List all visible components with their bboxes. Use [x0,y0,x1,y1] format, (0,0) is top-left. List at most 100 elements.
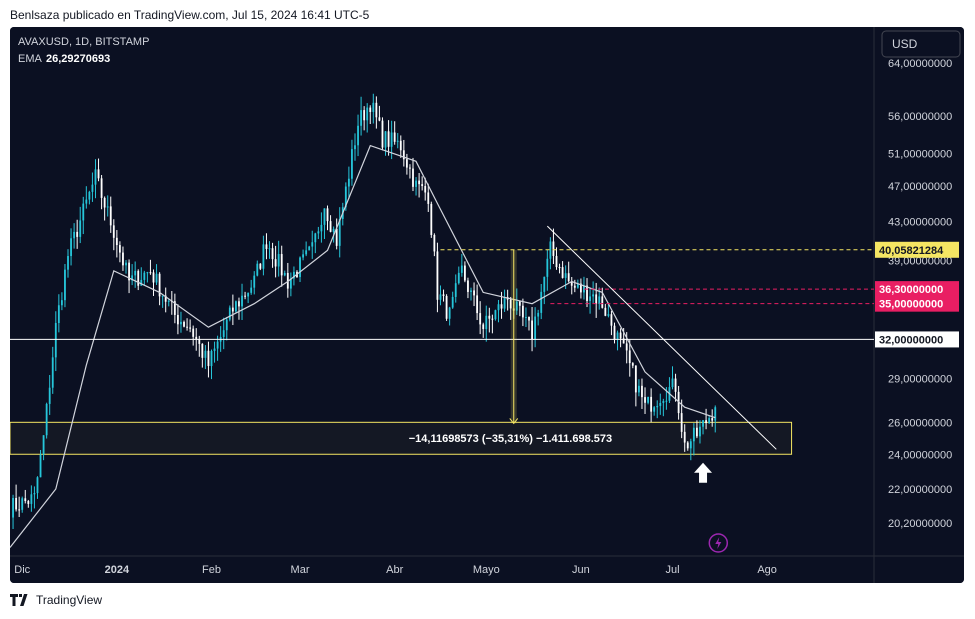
candle-body [638,385,640,393]
candle-body [228,307,231,320]
candle-body [699,426,701,437]
x-tick-label: 2024 [105,564,130,576]
downtrend-line[interactable] [546,225,777,450]
candle-body [326,208,329,222]
candle-body [436,251,439,300]
currency-button[interactable]: USD [881,30,961,58]
candle-body [485,315,488,330]
candle-body [494,310,497,320]
candle-body [415,180,417,187]
time-axis[interactable]: Dic 2024 Feb Mar Abr Mayo Jun Jul Ago [14,564,777,576]
price-label-32-bg [875,331,959,348]
candle-body [247,292,250,297]
candle-body [613,325,616,340]
candle-body [33,493,36,495]
candle-body [705,420,708,424]
candle-body [381,120,384,148]
candle-body [696,427,698,437]
candle-body [109,206,112,226]
x-tick-label: Jun [572,564,590,576]
candle-body [579,283,582,293]
candle-body [231,307,234,312]
candle-body [518,301,521,306]
candle-body [405,159,408,168]
candle-body [686,442,689,449]
candle-body [567,273,570,282]
candle-body [369,107,372,112]
lightning-icon[interactable] [715,537,722,549]
candle-body [625,343,628,351]
price-label-dashed-1-bg [875,281,959,298]
candle-body [91,184,94,192]
candle-body [473,290,475,296]
candle-body [372,102,375,112]
support-zone-layer [10,421,793,455]
candle-body [500,304,503,309]
price-label-dashed-0-bg [875,241,959,258]
candle-body [622,338,625,344]
candle-body [289,278,292,289]
candle-body [314,233,317,243]
candle-body [100,178,103,198]
candle-body [158,273,161,297]
footer: TradingView [10,593,102,607]
price-label-32: 32,00000000 [879,334,943,346]
x-tick-label: Ago [757,564,777,576]
candle-body [521,305,524,318]
candle-body [702,420,704,427]
price-chart[interactable]: −14,11698573 (−35,31%) −1.411.698.573 AV… [10,27,964,583]
y-tick-label: 43,00000000 [888,217,952,229]
candle-body [280,254,283,276]
ema-line [10,144,716,548]
candle-body [347,178,350,187]
candle-body [210,350,213,367]
candle-body [488,315,491,319]
candle-body [558,267,561,269]
candle-body [323,208,326,225]
chart-frame[interactable]: −14,11698573 (−35,31%) −1.411.698.573 AV… [10,27,964,583]
candle-body [503,297,506,309]
candle-body [125,262,127,266]
candle-body [198,339,201,344]
y-tick-label: 56,00000000 [888,111,952,123]
candle-body [399,140,402,151]
candle-body [308,246,311,251]
y-tick-label: 22,00000000 [888,484,952,496]
support-zone [10,421,793,455]
candle-body [671,378,674,388]
candle-body [51,357,54,388]
candle-body [265,244,268,249]
candle-body [146,272,149,274]
price-label-dashed-2-bg [875,295,959,312]
candle-body [561,267,564,278]
candle-body [195,336,198,340]
candle-body [338,218,341,246]
candle-body [134,270,137,276]
candle-body [592,294,595,297]
candle-body [45,403,48,436]
candle-body [711,418,714,421]
lightning-icon-circle[interactable] [708,533,729,553]
candle-body [534,316,537,340]
candle-body [607,314,610,316]
candle-body [15,497,18,510]
candle-body [131,275,134,281]
candle-body [674,378,677,392]
candle-body [54,323,57,358]
candle-body [152,272,155,283]
candle-body [421,184,424,187]
price-labels-layer: 32,00000000 40,05821284 36,30000000 35,0000… [875,241,959,348]
ema-legend-value: 26,29270693 [46,53,110,65]
candle-body [662,401,665,403]
candle-body [427,192,430,204]
candle-body [396,140,399,142]
candle-body [387,131,390,147]
candle-body [180,321,182,325]
candle-body [149,272,152,274]
candle-body [88,191,91,200]
candle-body [39,454,42,478]
candle-body [176,314,179,325]
candle-body [680,413,683,432]
candle-body [442,294,445,296]
price-label-dashed-0: 40,05821284 [879,245,944,257]
